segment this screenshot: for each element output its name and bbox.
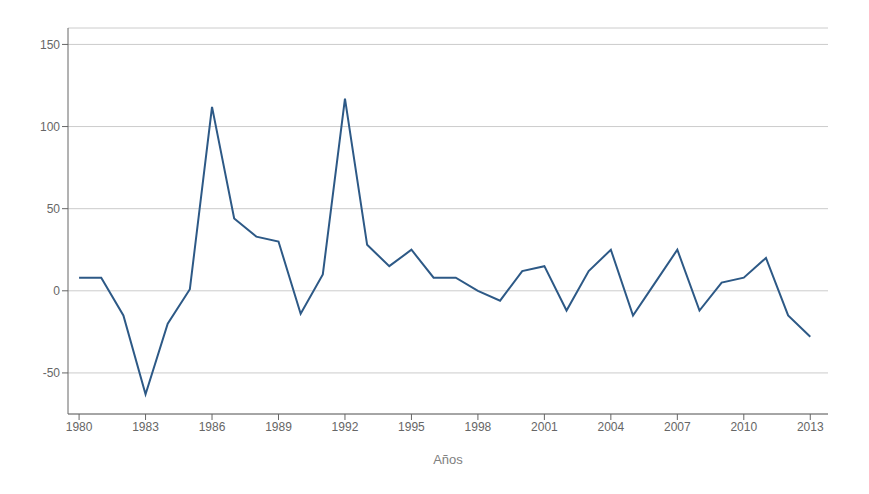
svg-text:150: 150 <box>40 38 60 52</box>
svg-text:100: 100 <box>40 120 60 134</box>
svg-text:50: 50 <box>47 202 61 216</box>
svg-text:-50: -50 <box>43 366 61 380</box>
svg-text:1998: 1998 <box>465 420 492 434</box>
svg-text:2001: 2001 <box>531 420 558 434</box>
svg-text:1995: 1995 <box>398 420 425 434</box>
svg-text:2013: 2013 <box>797 420 824 434</box>
svg-text:1989: 1989 <box>265 420 292 434</box>
svg-text:2010: 2010 <box>730 420 757 434</box>
svg-text:2007: 2007 <box>664 420 691 434</box>
svg-text:1992: 1992 <box>332 420 359 434</box>
svg-text:1983: 1983 <box>132 420 159 434</box>
svg-text:1986: 1986 <box>199 420 226 434</box>
svg-text:1980: 1980 <box>66 420 93 434</box>
svg-text:0: 0 <box>53 284 60 298</box>
svg-text:Años: Años <box>433 452 463 467</box>
svg-text:2004: 2004 <box>598 420 625 434</box>
